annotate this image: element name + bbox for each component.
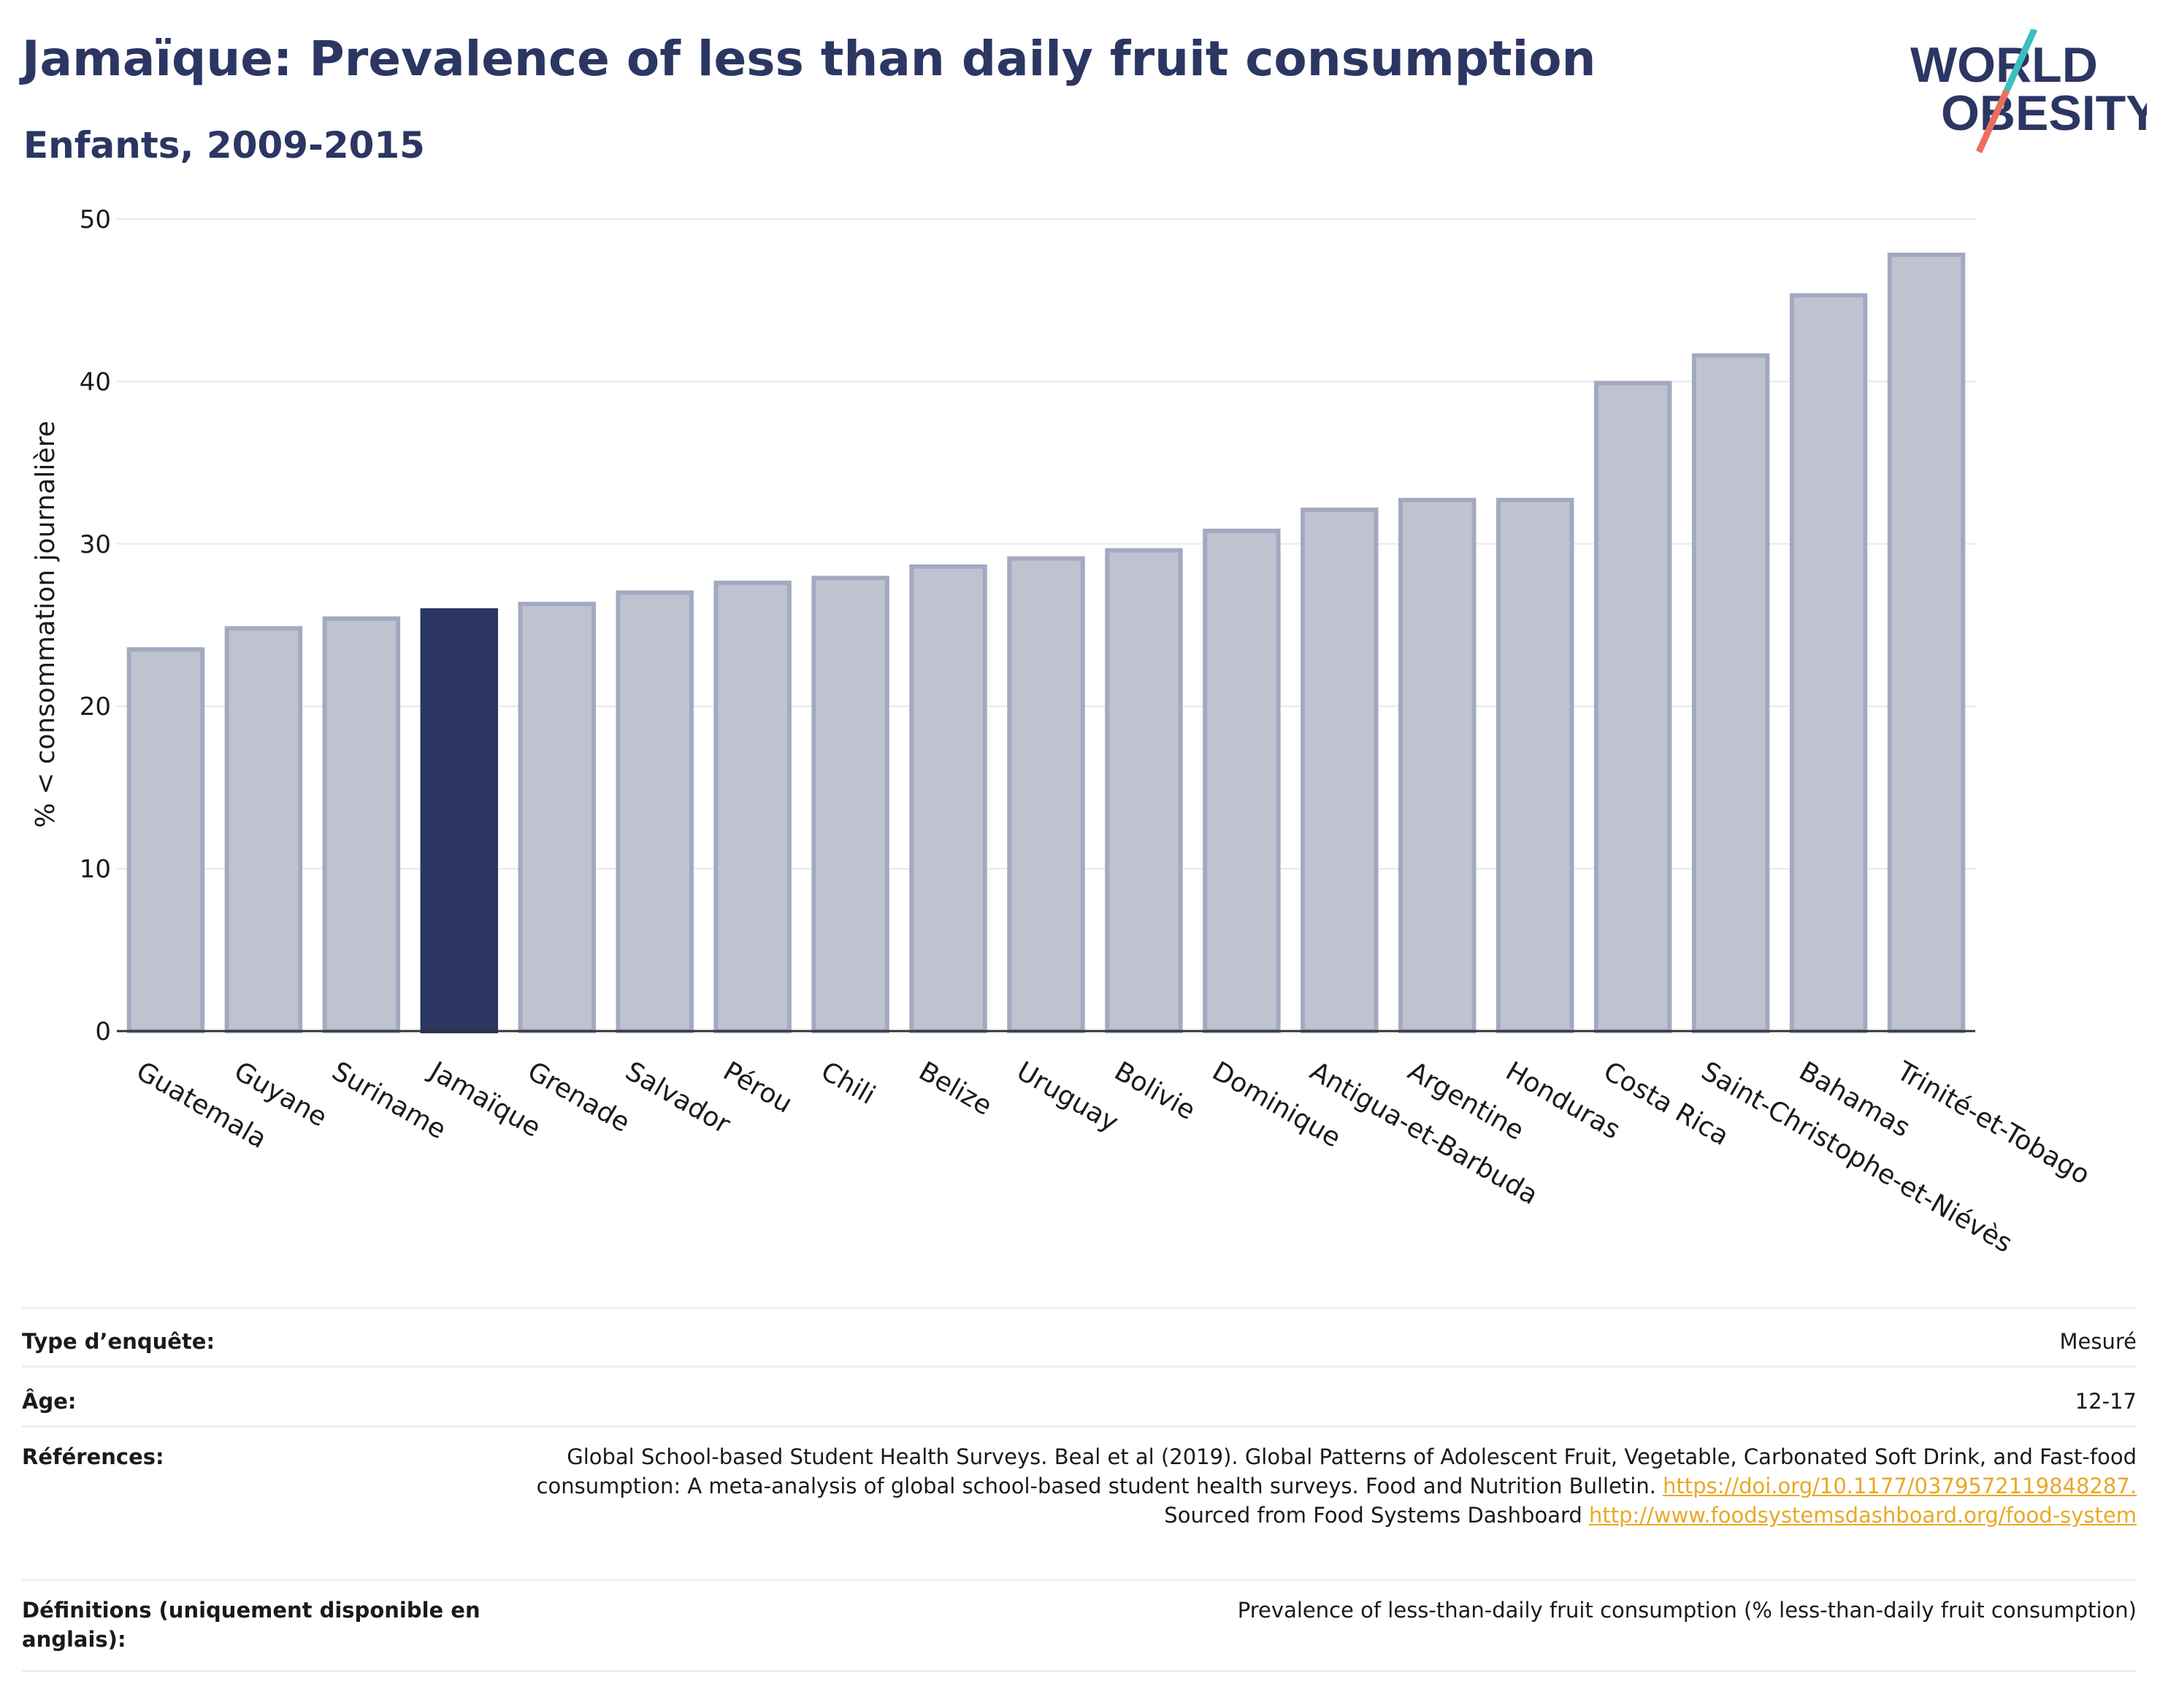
logo-text-obesity: OBESITY <box>1941 85 2147 141</box>
bar <box>518 602 596 1033</box>
bar <box>1203 529 1281 1033</box>
y-axis-ticks: 0 10 20 30 40 50 <box>80 205 111 1046</box>
x-tick-label: Bolivie <box>1109 1056 1200 1126</box>
references-source: Sourced from Food Systems Dashboard <box>1164 1503 1582 1528</box>
x-axis-labels: GuatemalaGuyaneSurinameJamaïqueGrenadeSa… <box>131 1055 2095 1258</box>
logo-slash-teal <box>2003 29 2038 92</box>
x-tick-label: Chili <box>816 1056 880 1110</box>
y-tick-label: 40 <box>80 367 111 397</box>
bar <box>909 564 987 1033</box>
bars <box>126 252 1966 1034</box>
bar <box>126 647 205 1033</box>
x-tick-label: Uruguay <box>1011 1056 1123 1138</box>
references-value: Global School-based Student Health Surve… <box>518 1442 2137 1579</box>
bar <box>1007 556 1085 1033</box>
bar <box>1789 293 1868 1033</box>
food-systems-link[interactable]: http://www.foodsystemsdashboard.org/food… <box>1589 1503 2137 1528</box>
bar <box>1887 252 1966 1034</box>
logo-text-world: WORLD <box>1910 37 2098 93</box>
bar <box>420 608 499 1033</box>
world-obesity-logo: WORLD OBESITY <box>1910 29 2147 153</box>
x-tick-label: Trinité-et-Tobago <box>1891 1056 2095 1191</box>
x-tick-label: Pérou <box>718 1056 797 1119</box>
y-tick-label: 0 <box>95 1017 111 1046</box>
bar <box>811 575 889 1033</box>
age-row: Âge: 12-17 <box>22 1366 2137 1425</box>
survey-type-value: Mesuré <box>2059 1329 2137 1354</box>
survey-type-label: Type d’enquête: <box>22 1329 215 1354</box>
definitions-value: Prevalence of less-than-daily fruit cons… <box>1237 1598 2137 1623</box>
y-axis-label: % < consommation journalière <box>31 421 61 827</box>
definitions-row: Définitions (uniquement disponible en an… <box>22 1579 2137 1672</box>
survey-type-row: Type d’enquête: Mesuré <box>22 1307 2137 1366</box>
bar <box>1301 508 1379 1033</box>
doi-link[interactable]: https://doi.org/10.1177/0379572119848287… <box>1663 1474 2137 1498</box>
bar-chart: 0 10 20 30 40 50 GuatemalaGuyaneSurinameJamaï… <box>31 205 2095 1259</box>
bar <box>1496 497 1574 1033</box>
chart-subtitle: Enfants, 2009-2015 <box>23 124 425 166</box>
chart-title: Jamaïque: Prevalence of less than daily … <box>22 31 1596 87</box>
x-tick-label: Salvador <box>620 1056 735 1140</box>
bar <box>713 581 792 1033</box>
bar <box>1691 353 1770 1034</box>
info-table: Type d’enquête: Mesuré Âge: 12-17 Référe… <box>22 1307 2137 1672</box>
age-value: 12-17 <box>2075 1389 2137 1414</box>
logo-slash-coral <box>1975 89 2010 153</box>
bar <box>616 590 694 1033</box>
age-label: Âge: <box>22 1389 77 1414</box>
x-tick-label: Belize <box>914 1056 997 1121</box>
bar <box>224 626 303 1033</box>
definitions-label: Définitions (uniquement disponible en an… <box>22 1598 480 1652</box>
references-label: Références: <box>22 1444 164 1469</box>
references-text: Global School-based Student Health Surve… <box>536 1444 2137 1498</box>
y-tick-label: 20 <box>80 692 111 721</box>
bar <box>1593 380 1672 1033</box>
bar <box>322 616 401 1033</box>
y-tick-label: 50 <box>80 205 111 234</box>
bar <box>1398 497 1477 1033</box>
bar <box>1105 548 1183 1033</box>
references-row: Références: Global School-based Student … <box>22 1425 2137 1579</box>
y-tick-label: 10 <box>80 855 111 884</box>
y-tick-label: 30 <box>80 530 111 559</box>
